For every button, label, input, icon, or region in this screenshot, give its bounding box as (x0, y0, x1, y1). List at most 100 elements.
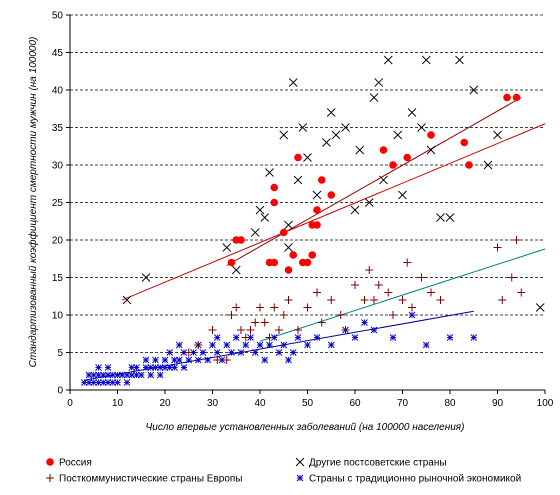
data-point-post-soviet (426, 145, 436, 155)
data-point-market (242, 341, 250, 349)
x-axis-title: Число впервые установленных заболеваний … (146, 421, 465, 433)
data-point-post-soviet (326, 108, 336, 117)
y-tick-label: 35 (52, 123, 64, 134)
y-tick-label: 45 (52, 48, 64, 59)
data-point-market (156, 364, 164, 371)
data-point-post-soviet (288, 78, 298, 87)
data-point-market (304, 341, 311, 349)
x-tick-label: 20 (159, 398, 171, 409)
data-point-market (470, 334, 478, 341)
data-point-market (228, 349, 235, 356)
data-point-post-soviet (260, 213, 270, 222)
data-point-market (190, 349, 197, 356)
data-point-market (280, 341, 288, 349)
data-point-post-soviet (383, 55, 393, 65)
y-tick-label: 50 (52, 11, 64, 22)
x-tick-label: 30 (207, 398, 219, 409)
data-point-post-communist (222, 356, 231, 364)
data-point-post-soviet (355, 145, 365, 155)
data-point-post-communist (384, 288, 393, 297)
data-point-post-soviet (398, 190, 407, 200)
data-point-market (123, 379, 131, 386)
data-point-post-soviet (231, 265, 241, 275)
data-point-russia (279, 228, 288, 237)
data-point-post-communist (512, 236, 521, 244)
data-point-russia (512, 93, 521, 102)
data-point-post-soviet (279, 130, 289, 140)
data-point-post-communist (260, 318, 269, 327)
data-point-post-communist (213, 356, 222, 364)
data-point-post-communist (294, 326, 302, 334)
data-point-market (422, 341, 430, 349)
data-point-market (171, 364, 178, 371)
data-point-post-soviet (407, 108, 417, 117)
data-point-post-communist (517, 288, 526, 297)
data-point-russia (308, 251, 317, 259)
data-point-russia (503, 93, 511, 102)
data-point-market (251, 349, 259, 356)
data-point-market (161, 356, 169, 364)
y-tick-label: 40 (52, 86, 64, 97)
data-point-post-communist (436, 296, 445, 304)
data-point-post-communist (265, 333, 274, 342)
data-point-post-soviet (417, 123, 426, 132)
data-point-post-soviet (298, 123, 308, 132)
data-point-russia (313, 206, 321, 214)
data-point-post-communist (389, 311, 397, 319)
data-point-post-communist (275, 326, 283, 334)
data-point-post-communist (317, 318, 326, 327)
data-point-russia (237, 236, 245, 244)
legend-marker-market (296, 474, 304, 482)
data-point-post-communist (313, 288, 321, 297)
x-tick-label: 0 (67, 398, 73, 409)
x-tick-label: 90 (492, 398, 504, 409)
data-point-market (147, 371, 155, 379)
data-point-post-communist (241, 333, 250, 342)
data-point-post-soviet (350, 205, 360, 215)
data-point-post-communist (374, 281, 383, 289)
data-point-russia (427, 131, 435, 139)
data-point-post-communist (246, 326, 255, 334)
data-point-post-soviet (293, 175, 303, 185)
data-point-market (99, 379, 107, 386)
data-point-post-soviet (374, 78, 384, 87)
data-point-market (275, 349, 283, 356)
data-point-post-communist (279, 311, 288, 319)
data-point-market (327, 341, 335, 349)
data-point-market (408, 311, 416, 319)
data-point-market (147, 364, 155, 371)
data-point-russia (294, 153, 302, 162)
legend: Россия Другие постсоветские страны Постком… (46, 458, 521, 485)
legend-label-russia: Россия (59, 458, 92, 469)
data-point-post-soviet (284, 243, 293, 252)
data-point-post-communist (208, 326, 217, 334)
data-point-market (142, 356, 150, 364)
data-point-market (156, 371, 164, 379)
x-tick-label: 40 (254, 398, 266, 409)
data-point-post-communist (251, 318, 260, 327)
data-point-market (213, 334, 221, 341)
data-point-russia (389, 161, 397, 169)
data-point-post-soviet (284, 220, 293, 230)
data-point-russia (270, 198, 279, 207)
data-point-russia (313, 221, 321, 229)
data-point-market (361, 319, 368, 326)
data-point-post-soviet (436, 213, 445, 222)
data-point-post-communist (303, 303, 312, 312)
data-point-post-soviet (469, 85, 479, 95)
x-tick-label: 100 (537, 398, 554, 409)
data-point-post-communist (184, 348, 193, 357)
data-point-post-communist (365, 266, 374, 274)
x-tick-label: 50 (302, 398, 314, 409)
data-point-russia (289, 251, 298, 259)
data-point-market (161, 364, 169, 371)
data-point-market (109, 371, 117, 379)
data-point-post-soviet (141, 273, 151, 282)
data-point-post-communist (403, 258, 412, 267)
data-point-market (185, 356, 193, 364)
data-point-market (95, 364, 102, 371)
data-point-market (232, 334, 240, 341)
data-point-post-communist (360, 296, 369, 304)
data-point-post-communist (237, 326, 245, 334)
